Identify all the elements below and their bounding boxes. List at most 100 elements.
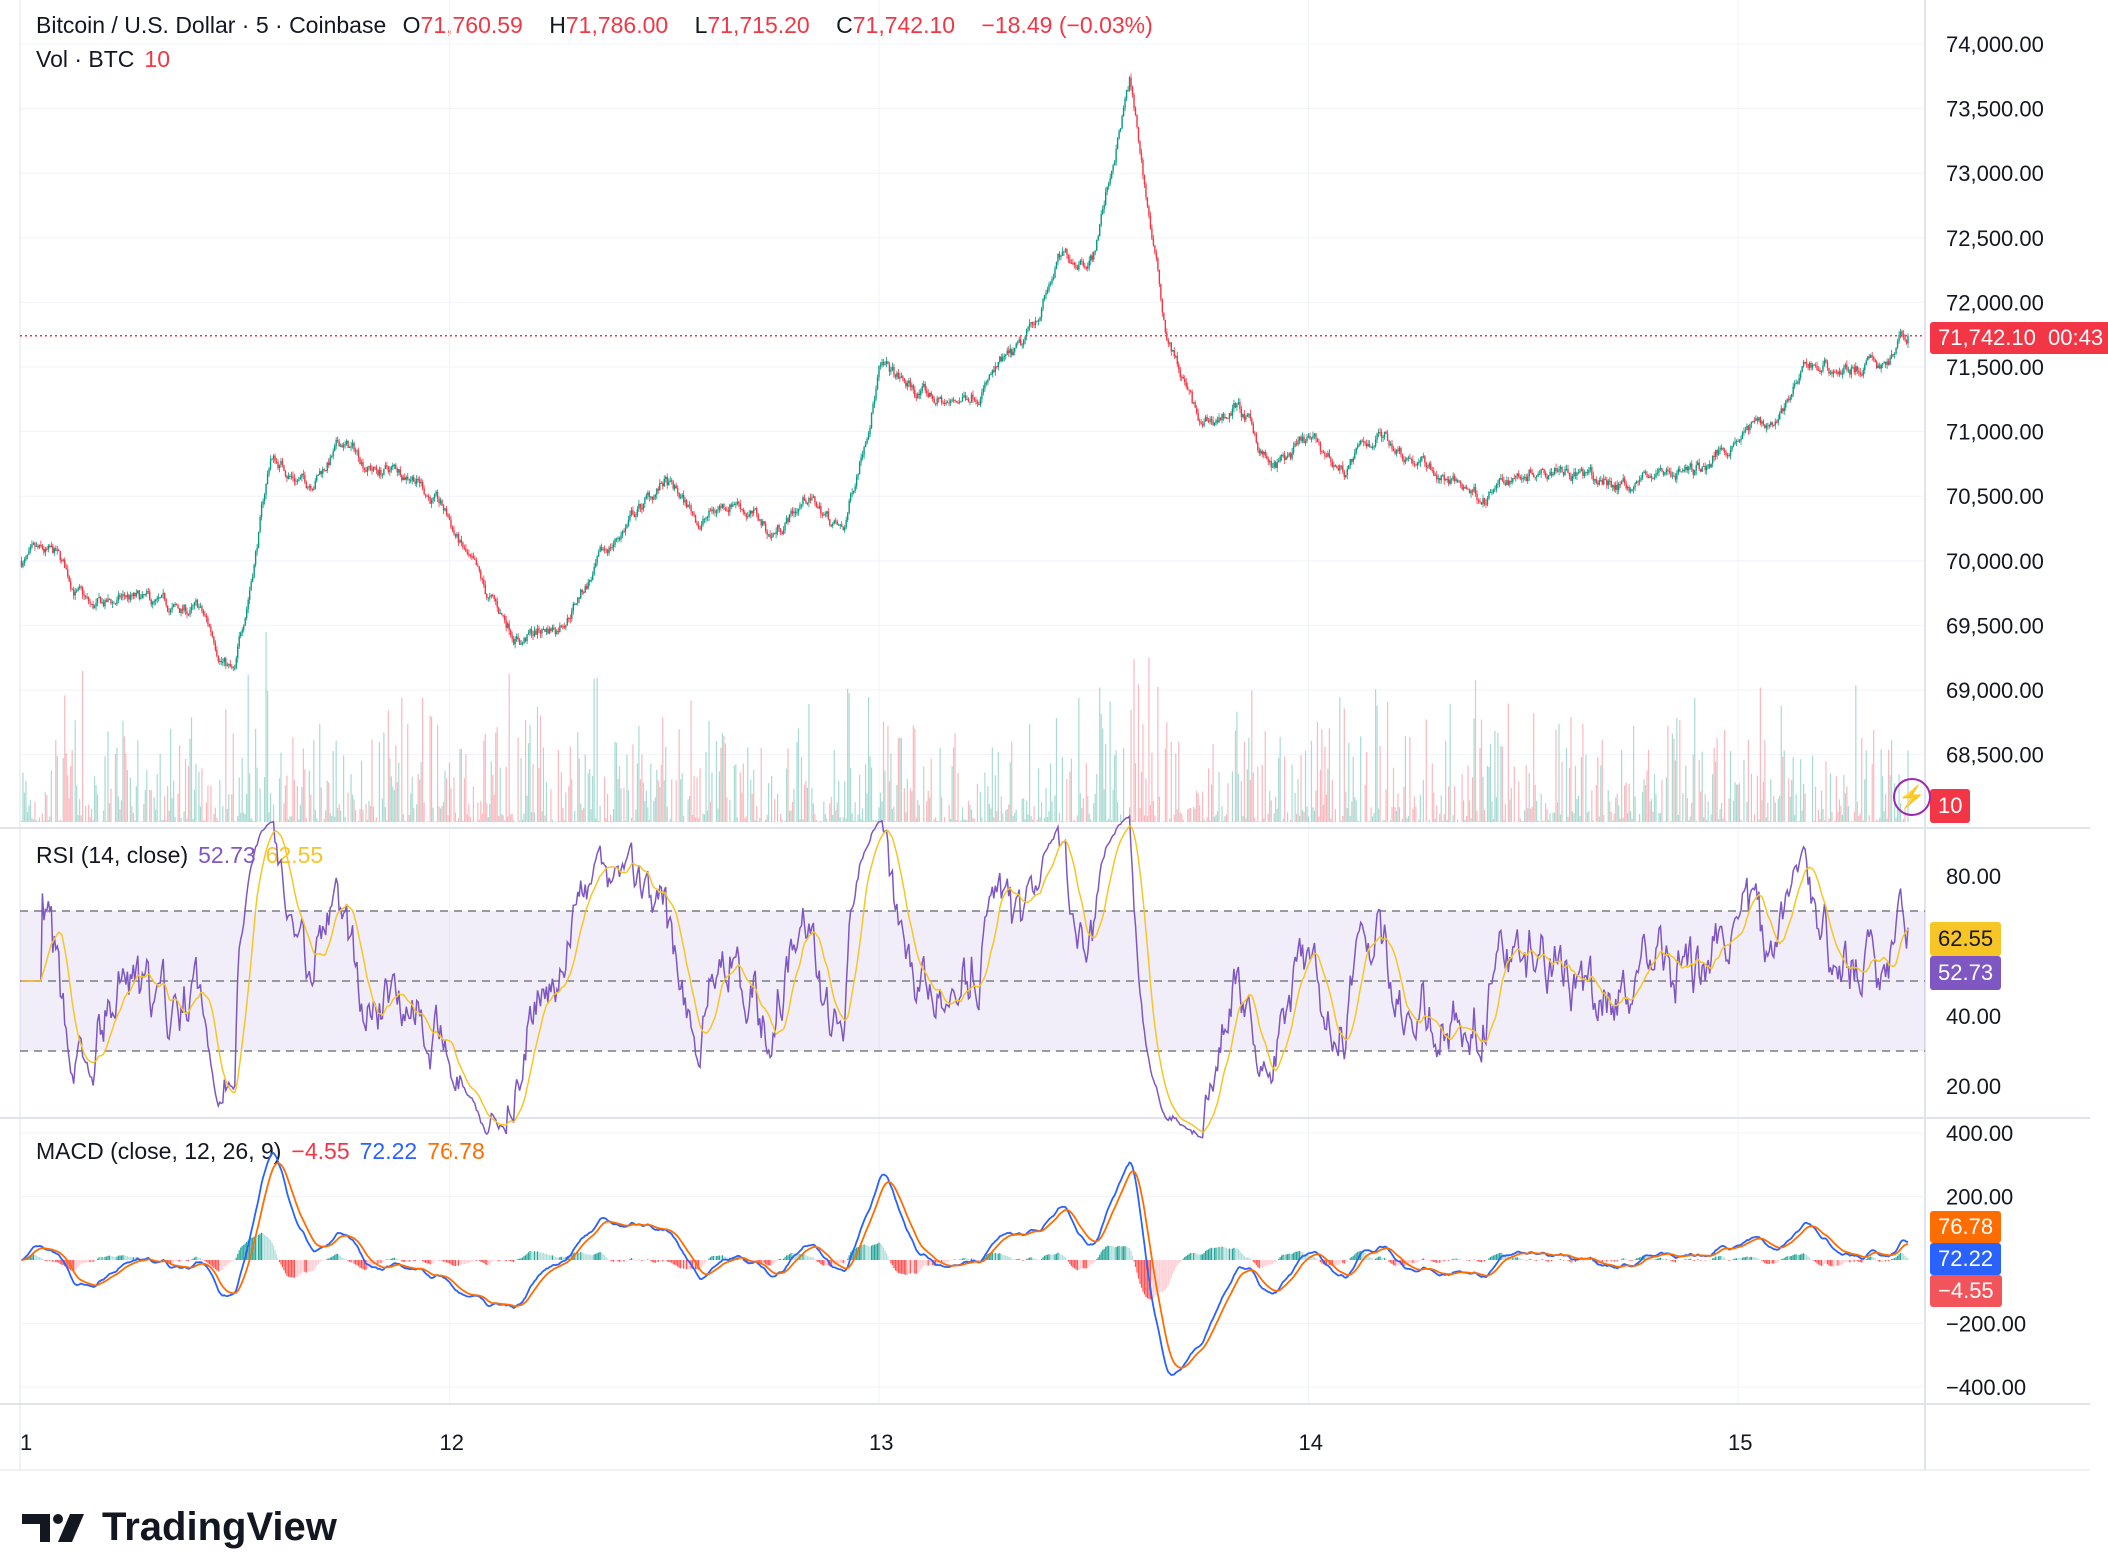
- volume-bar: [240, 812, 242, 822]
- candle-body: [527, 632, 530, 635]
- volume-bar: [417, 773, 419, 822]
- volume-label[interactable]: Vol · BTC: [36, 46, 135, 72]
- volume-bar: [1255, 821, 1257, 822]
- macd-hist-bar: [1242, 1254, 1244, 1260]
- volume-bar: [1207, 768, 1210, 822]
- candle-body: [1535, 475, 1538, 478]
- macd-hist-bar: [49, 1260, 51, 1262]
- macd-hist-bar: [1656, 1258, 1659, 1260]
- time-tick-label: 14: [1299, 1430, 1323, 1455]
- candle-body: [1483, 498, 1486, 504]
- macd-hist-bar: [847, 1258, 849, 1260]
- candle-body: [888, 363, 891, 372]
- volume-bar: [1284, 756, 1286, 822]
- volume-bar: [1659, 813, 1662, 822]
- candle-body: [242, 625, 245, 630]
- macd-hist-bar: [766, 1260, 768, 1266]
- macd-hist-bar: [1170, 1260, 1172, 1279]
- macd-hist-bar: [1589, 1259, 1591, 1260]
- volume-bar: [28, 805, 30, 822]
- candle-body: [1337, 468, 1340, 471]
- volume-bar: [1503, 819, 1505, 822]
- macd-hist-bar: [82, 1260, 84, 1264]
- macd-hist-bar: [271, 1242, 273, 1260]
- candle-body: [1269, 460, 1271, 462]
- macd-hist-bar: [386, 1259, 388, 1260]
- macd-hist-bar: [1221, 1246, 1223, 1260]
- volume-bar: [1794, 815, 1796, 822]
- macd-hist-bar: [244, 1243, 246, 1260]
- volume-bar: [820, 820, 822, 822]
- volume-bar: [696, 777, 698, 822]
- candle-body: [1042, 299, 1044, 309]
- volume-bar: [205, 802, 208, 822]
- candle-body: [761, 521, 764, 526]
- candle-body: [838, 524, 840, 526]
- volume-bar: [344, 816, 346, 822]
- macd-hist-bar: [301, 1260, 303, 1273]
- rsi-label[interactable]: RSI (14, close): [36, 842, 189, 868]
- candle-body: [226, 664, 228, 666]
- macd-hist-bar: [1664, 1259, 1666, 1260]
- macd-hist-bar: [1003, 1255, 1005, 1260]
- candle-body: [475, 560, 478, 566]
- symbol-title[interactable]: Bitcoin / U.S. Dollar · 5 · Coinbase: [36, 12, 387, 38]
- volume-bar: [190, 717, 193, 822]
- candle-body: [1036, 320, 1038, 322]
- volume-bar: [1327, 768, 1329, 822]
- candle-body: [1653, 477, 1656, 479]
- candle-body: [1298, 436, 1301, 441]
- macd-hist-bar: [116, 1256, 118, 1260]
- candle-body: [894, 374, 897, 377]
- macd-hist-bar: [994, 1252, 996, 1260]
- volume-bar: [1861, 737, 1863, 822]
- volume-bar: [647, 807, 649, 822]
- candle-body: [1152, 238, 1155, 246]
- volume-bar: [890, 753, 892, 822]
- macd-hist-bar: [281, 1260, 284, 1268]
- macd-hist-bar: [999, 1253, 1001, 1260]
- candle-body: [1628, 486, 1630, 492]
- candle-body: [1418, 462, 1420, 464]
- candle-body: [1459, 481, 1462, 484]
- volume-bar: [1767, 802, 1769, 822]
- macd-hist-bar: [659, 1260, 661, 1262]
- volume-bar: [1691, 802, 1693, 822]
- volume-bar: [50, 770, 52, 822]
- volume-bar: [1489, 744, 1492, 822]
- macd-hist-bar: [1099, 1254, 1101, 1260]
- candle-body: [961, 397, 964, 402]
- candle-body: [1310, 438, 1313, 440]
- candle-body: [421, 481, 424, 489]
- volume-bar: [1902, 819, 1905, 822]
- volume-bar: [1264, 731, 1266, 822]
- candle-body: [1270, 460, 1272, 468]
- macd-label[interactable]: MACD (close, 12, 26, 9): [36, 1138, 282, 1164]
- macd-hist-bar: [1483, 1260, 1486, 1262]
- volume-bar: [818, 821, 820, 822]
- volume-bar: [343, 755, 345, 822]
- macd-hist-bar: [187, 1260, 190, 1262]
- candle-body: [602, 549, 604, 551]
- volume-bar: [750, 779, 752, 822]
- volume-bar: [791, 802, 794, 822]
- volume-bar: [1689, 816, 1691, 822]
- candle-body: [1673, 475, 1675, 477]
- candle-body: [1595, 479, 1598, 483]
- volume-bar: [1592, 820, 1594, 822]
- volume-bar: [1811, 755, 1814, 822]
- candle-body: [693, 513, 695, 516]
- candle-body: [955, 401, 958, 403]
- macd-hist-bar: [1413, 1260, 1415, 1264]
- candle-body: [1078, 264, 1080, 270]
- candle-body: [1729, 449, 1732, 456]
- macd-hist-bar: [863, 1244, 865, 1260]
- macd-hist-bar: [923, 1260, 925, 1266]
- macd-hist-bar: [1625, 1259, 1627, 1260]
- candle-body: [1221, 413, 1223, 421]
- macd-hist-bar: [1030, 1257, 1032, 1260]
- volume-bar: [170, 729, 172, 822]
- volume-bar: [1676, 718, 1678, 822]
- volume-bar: [790, 810, 792, 822]
